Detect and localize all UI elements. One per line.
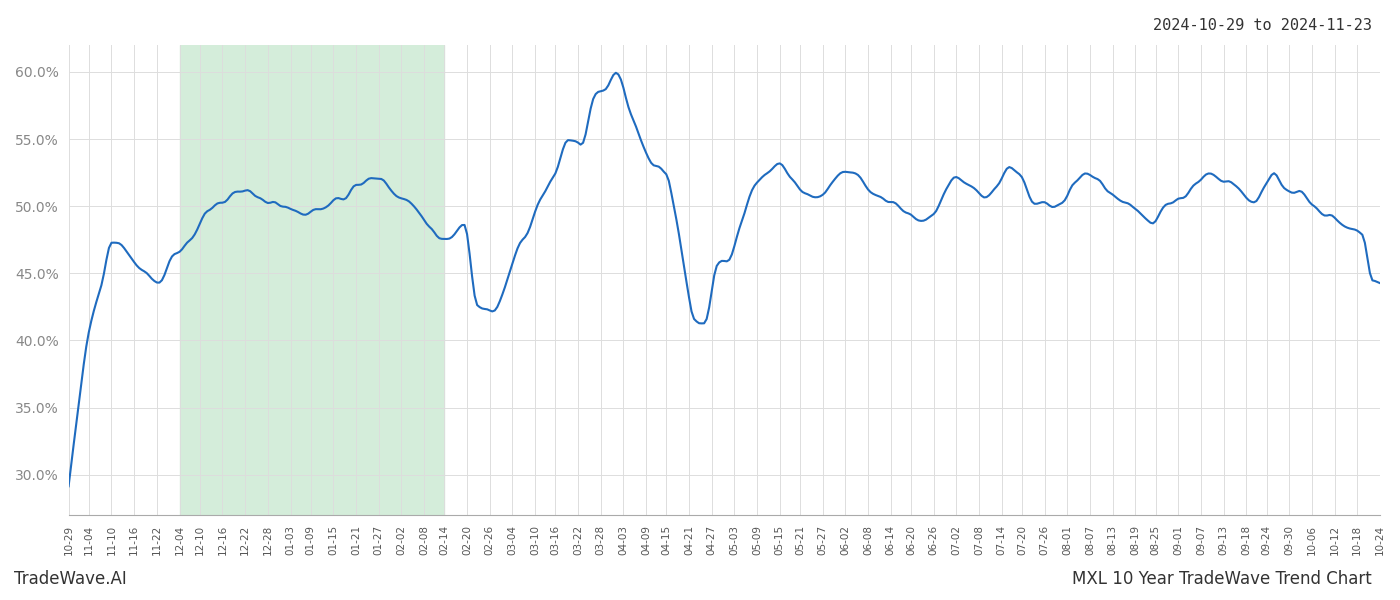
Text: MXL 10 Year TradeWave Trend Chart: MXL 10 Year TradeWave Trend Chart (1072, 570, 1372, 588)
Text: 2024-10-29 to 2024-11-23: 2024-10-29 to 2024-11-23 (1154, 18, 1372, 33)
Bar (179, 45, 444, 515)
Text: TradeWave.AI: TradeWave.AI (14, 570, 127, 588)
